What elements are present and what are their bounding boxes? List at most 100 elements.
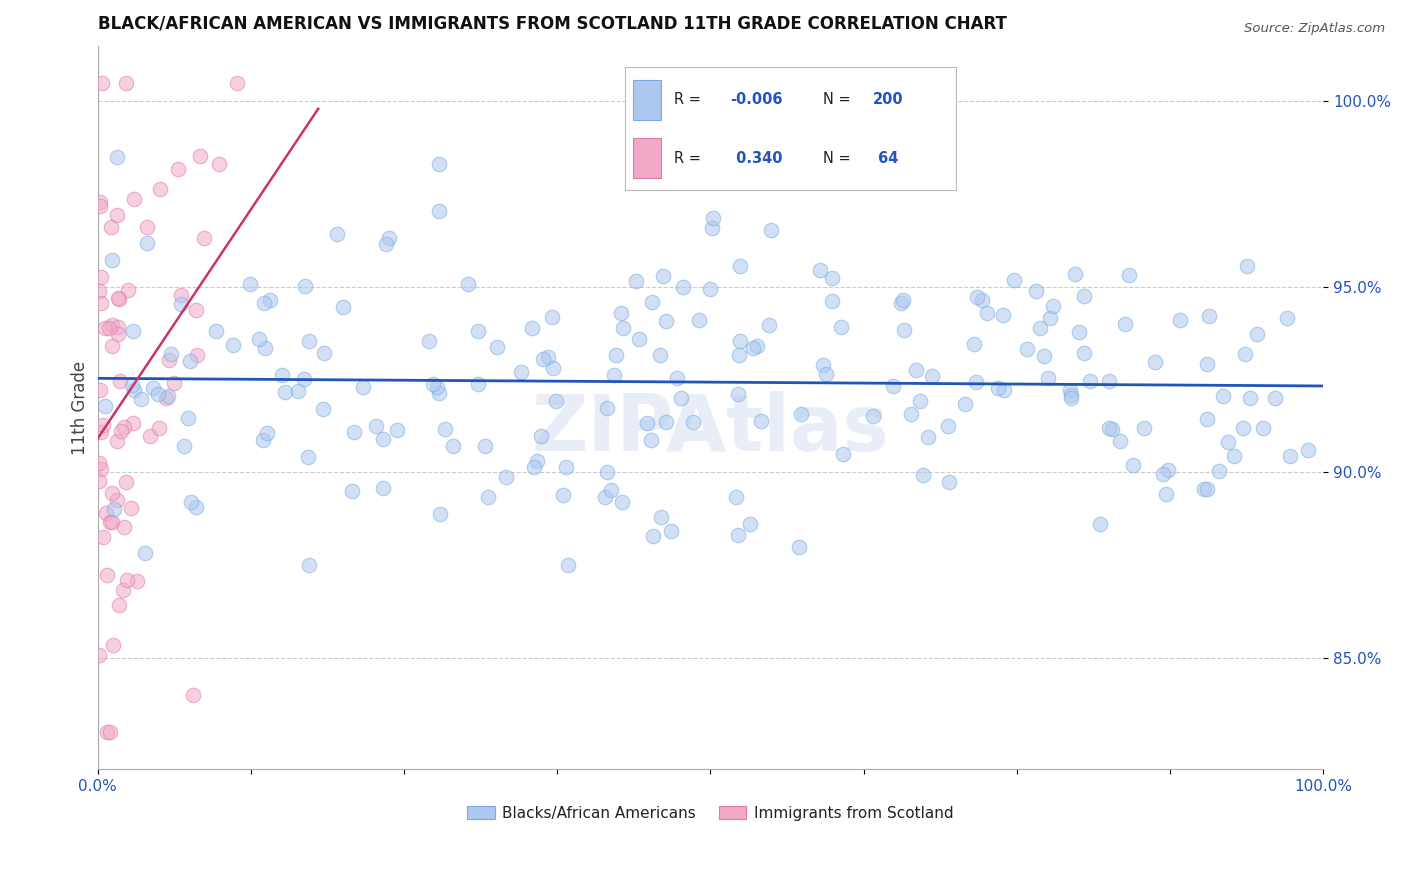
Y-axis label: 11th Grade: 11th Grade [72,360,89,455]
Point [100,339,122,353]
Point [112,420,135,434]
Point [98,515,121,529]
Point [121,378,143,392]
Point [343,425,366,440]
Point [110,424,132,438]
Point [274,384,297,399]
Point [129,392,152,407]
Point [87,648,110,662]
Point [122,384,145,398]
Point [530,428,553,442]
Point [650,348,672,362]
Point [1015,342,1038,356]
Point [1239,391,1261,405]
Point [373,432,395,446]
Point [166,161,188,176]
Point [90,462,112,476]
Point [1132,420,1154,434]
Point [904,363,927,377]
Point [1216,434,1239,449]
Point [1033,350,1056,364]
Point [1156,462,1178,476]
Point [1036,371,1059,385]
Point [107,326,129,341]
Point [114,519,136,533]
Point [555,460,578,475]
Point [222,338,245,352]
Point [135,219,157,234]
Point [105,208,128,222]
Point [429,507,451,521]
Point [654,314,676,328]
Point [759,222,782,236]
Point [700,220,723,235]
Point [526,454,548,468]
Point [186,302,208,317]
Point [385,423,408,437]
Point [170,296,193,310]
Point [970,293,993,307]
Point [727,348,749,362]
Point [486,340,509,354]
Point [1098,374,1121,388]
Point [90,270,112,285]
Point [1222,450,1244,464]
Point [1275,310,1298,325]
Point [963,336,986,351]
Point [1198,310,1220,324]
Point [541,310,564,324]
Text: Source: ZipAtlas.com: Source: ZipAtlas.com [1244,22,1385,36]
Point [495,470,517,484]
Point [862,409,884,423]
Point [938,419,960,434]
Point [100,220,122,235]
Point [127,574,149,588]
Point [120,500,142,515]
Point [987,381,1010,395]
Point [531,351,554,366]
Point [1296,443,1319,458]
Point [427,204,450,219]
Point [467,376,489,391]
Point [105,150,128,164]
Point [821,294,844,309]
Point [101,486,124,500]
Point [1029,320,1052,334]
Point [966,290,988,304]
Point [312,346,335,360]
Point [628,333,651,347]
Point [434,422,457,436]
Point [1025,285,1047,299]
Point [1234,347,1257,361]
Point [1197,357,1219,371]
Point [180,495,202,509]
Point [738,517,761,532]
Point [921,369,943,384]
Point [292,372,315,386]
Point [991,308,1014,322]
Point [96,568,118,582]
Point [953,397,976,411]
Point [682,415,704,429]
Text: ZIPAtlas: ZIPAtlas [531,392,889,467]
Point [101,253,124,268]
Point [247,332,270,346]
Point [135,235,157,250]
Point [891,293,914,307]
Point [1170,312,1192,326]
Point [90,425,112,439]
Point [146,387,169,401]
Point [89,195,111,210]
Point [890,296,912,310]
Point [976,306,998,320]
Point [1073,345,1095,359]
Point [169,287,191,301]
Point [605,348,627,362]
Point [544,393,567,408]
Point [830,320,852,334]
Point [256,425,278,440]
Point [477,491,499,505]
Point [107,434,129,448]
Point [457,277,479,291]
Point [728,334,751,348]
